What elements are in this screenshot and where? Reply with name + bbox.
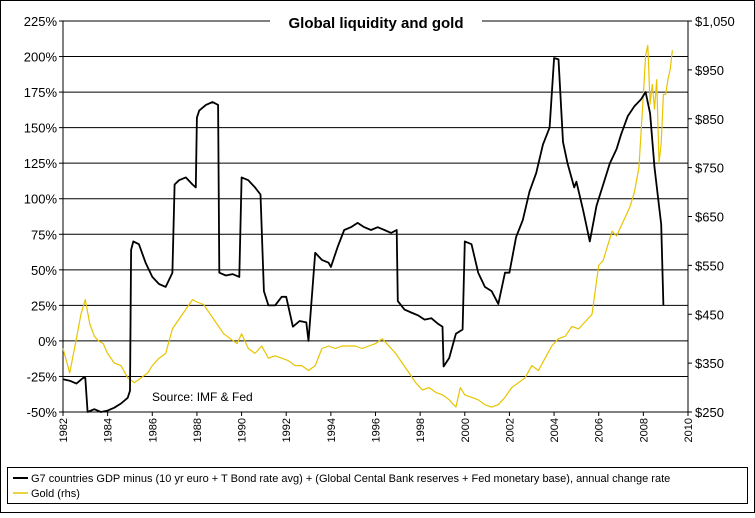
- legend-label-liquidity: G7 countries GDP minus (10 yr euro + T B…: [31, 473, 670, 485]
- x-tick-label: 2004: [549, 418, 561, 442]
- y-left-tick-label: 175%: [24, 85, 58, 100]
- y-left-tick-label: 125%: [24, 156, 58, 171]
- x-tick-label: 2006: [594, 418, 606, 442]
- y-right-tick-label: $850: [695, 112, 724, 127]
- chart-title: Global liquidity and gold: [289, 15, 464, 32]
- y-right-tick-label: $1,050: [695, 14, 735, 29]
- y-left-tick-label: 0%: [38, 334, 57, 349]
- gridlines: [63, 56, 688, 377]
- y-right-tick-label: $450: [695, 307, 724, 322]
- y-left-tick-label: -25%: [27, 369, 58, 384]
- series-line-gold: [62, 44, 673, 408]
- x-tick-label: 2000: [460, 418, 472, 442]
- series-group: [62, 44, 673, 413]
- legend-label-gold: Gold (rhs): [31, 488, 80, 500]
- y-right-tick-label: $950: [695, 63, 724, 78]
- legend-box: [7, 467, 748, 504]
- x-tick-label: 1984: [103, 418, 115, 442]
- y-left-tick-label: 225%: [24, 14, 58, 29]
- y-right-tick-label: $350: [695, 356, 724, 371]
- y-axis-right: $250 $350 $450 $550 $650 $750 $850 $950 $1,050: [688, 14, 735, 420]
- y-left-tick-label: 100%: [24, 192, 58, 207]
- y-left-tick-label: 200%: [24, 50, 58, 65]
- y-left-tick-label: -50%: [27, 405, 58, 420]
- x-tick-label: 2002: [504, 418, 516, 442]
- y-axis-left: -50% -25% 0% 25% 50% 75% 100% 125% 150% 175% 200% 2…: [24, 14, 63, 420]
- title-background: [270, 13, 482, 33]
- x-axis: 1982 1984 1986 1988 1990 1992 1994 1996 1998 2000…: [58, 412, 695, 442]
- y-left-tick-label: 50%: [31, 263, 57, 278]
- y-right-tick-label: $750: [695, 161, 724, 176]
- y-right-tick-label: $650: [695, 210, 724, 225]
- x-tick-label: 1990: [237, 418, 249, 442]
- y-right-tick-label: $550: [695, 258, 724, 273]
- x-tick-label: 2008: [638, 418, 650, 442]
- y-right-tick-label: $250: [695, 405, 724, 420]
- x-tick-label: 1996: [371, 418, 383, 442]
- x-tick-label: 1988: [192, 418, 204, 442]
- x-tick-label: 1998: [415, 418, 427, 442]
- source-annotation: Source: IMF & Fed: [152, 390, 253, 404]
- x-tick-label: 1992: [281, 418, 293, 442]
- x-tick-label: 1986: [147, 418, 159, 442]
- x-tick-label: 1994: [326, 418, 338, 442]
- y-left-tick-label: 25%: [31, 298, 57, 313]
- x-tick-label: 2010: [683, 418, 695, 442]
- y-left-tick-label: 75%: [31, 227, 57, 242]
- x-tick-label: 1982: [58, 418, 70, 442]
- y-left-tick-label: 150%: [24, 121, 58, 136]
- series-line-liquidity: [62, 57, 665, 413]
